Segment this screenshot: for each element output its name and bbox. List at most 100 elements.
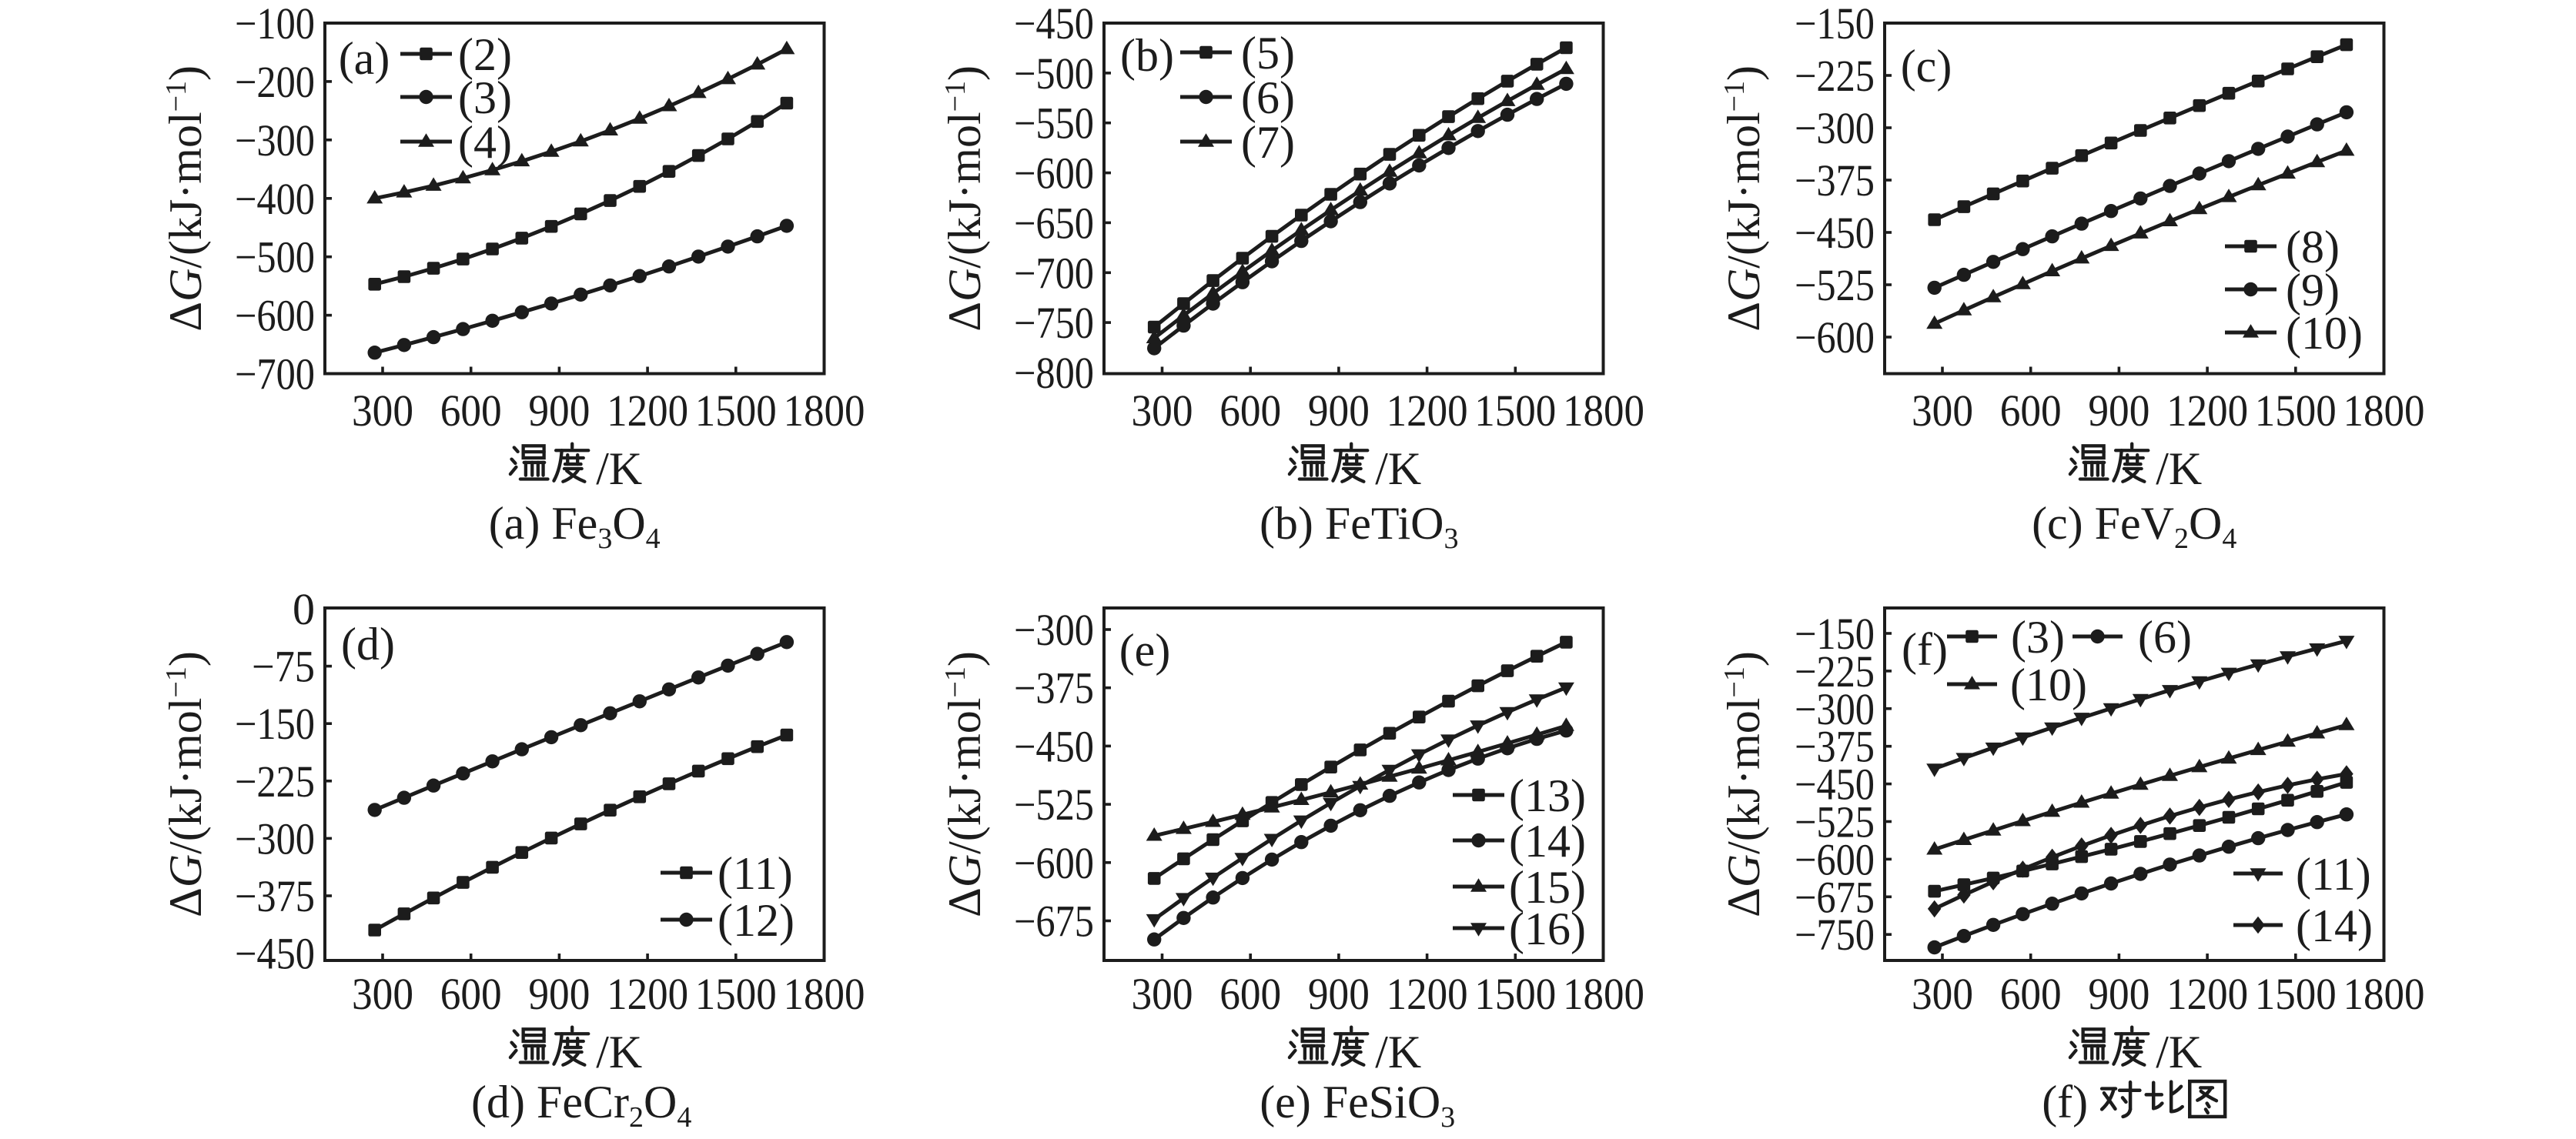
svg-text:0: 0 bbox=[293, 584, 315, 634]
svg-text:(14): (14) bbox=[2296, 900, 2373, 951]
svg-text:900: 900 bbox=[2088, 969, 2149, 1019]
svg-text:(5): (5) bbox=[1241, 28, 1295, 78]
svg-text:−375: −375 bbox=[235, 871, 315, 921]
svg-text:−525: −525 bbox=[1014, 780, 1094, 830]
svg-text:300: 300 bbox=[352, 386, 413, 436]
svg-text:−450: −450 bbox=[1795, 208, 1875, 258]
svg-text:900: 900 bbox=[1308, 386, 1370, 436]
svg-text:−550: −550 bbox=[1014, 99, 1094, 149]
svg-text:(4): (4) bbox=[458, 117, 512, 168]
svg-text:/K: /K bbox=[596, 443, 642, 494]
svg-text:(f): (f) bbox=[1902, 624, 1948, 675]
svg-text:300: 300 bbox=[352, 969, 413, 1019]
svg-text:(11): (11) bbox=[718, 848, 793, 899]
svg-text:(a) Fe3O4: (a) Fe3O4 bbox=[489, 498, 661, 555]
svg-text:900: 900 bbox=[1308, 969, 1370, 1019]
svg-text:−300: −300 bbox=[1795, 103, 1875, 153]
svg-text:1200: 1200 bbox=[2166, 969, 2248, 1019]
svg-text:−225: −225 bbox=[1795, 51, 1875, 101]
svg-text:−800: −800 bbox=[1014, 348, 1094, 398]
svg-text:−75: −75 bbox=[252, 642, 315, 692]
svg-text:900: 900 bbox=[2088, 386, 2149, 436]
svg-text:1200: 1200 bbox=[1387, 386, 1468, 436]
svg-text:(10): (10) bbox=[2010, 660, 2087, 710]
svg-text:−100: −100 bbox=[235, 0, 315, 48]
svg-text:/K: /K bbox=[2156, 1027, 2202, 1077]
svg-text:−450: −450 bbox=[1795, 760, 1875, 810]
svg-text:300: 300 bbox=[1912, 386, 1973, 436]
svg-text:−300: −300 bbox=[235, 115, 315, 165]
svg-text:(d): (d) bbox=[341, 619, 395, 670]
svg-text:−750: −750 bbox=[1795, 910, 1875, 960]
svg-text:−150: −150 bbox=[235, 699, 315, 749]
svg-text:(9): (9) bbox=[2286, 265, 2340, 316]
svg-text:(7): (7) bbox=[1241, 117, 1295, 168]
svg-text:−225: −225 bbox=[1795, 646, 1875, 696]
svg-text:−500: −500 bbox=[235, 232, 315, 282]
svg-text:1800: 1800 bbox=[2343, 969, 2425, 1019]
svg-text:−600: −600 bbox=[1014, 838, 1094, 888]
svg-text:−450: −450 bbox=[1014, 0, 1094, 48]
svg-text:−500: −500 bbox=[1014, 48, 1094, 99]
svg-text:(11): (11) bbox=[2296, 849, 2371, 900]
svg-text:(13): (13) bbox=[1509, 770, 1586, 821]
svg-text:−300: −300 bbox=[235, 813, 315, 863]
svg-text:(6): (6) bbox=[1241, 72, 1295, 123]
svg-text:(e): (e) bbox=[1119, 625, 1171, 676]
svg-text:(d) FeCr2O4: (d) FeCr2O4 bbox=[471, 1077, 691, 1134]
svg-text:(12): (12) bbox=[718, 895, 795, 946]
svg-text:(2): (2) bbox=[458, 29, 512, 80]
svg-text:(e) FeSiO3: (e) FeSiO3 bbox=[1260, 1077, 1455, 1134]
svg-text:−225: −225 bbox=[235, 757, 315, 807]
svg-text:1800: 1800 bbox=[784, 386, 865, 436]
svg-text:−450: −450 bbox=[1014, 721, 1094, 771]
svg-text:1200: 1200 bbox=[2166, 386, 2248, 436]
svg-text:−375: −375 bbox=[1795, 722, 1875, 772]
svg-text:(3): (3) bbox=[2011, 612, 2065, 663]
svg-text:−150: −150 bbox=[1795, 609, 1875, 659]
svg-text:/K: /K bbox=[596, 1027, 642, 1077]
svg-text:1500: 1500 bbox=[695, 969, 777, 1019]
svg-text:600: 600 bbox=[440, 969, 502, 1019]
svg-text:1800: 1800 bbox=[2343, 386, 2425, 436]
svg-text:−450: −450 bbox=[235, 929, 315, 979]
svg-text:1200: 1200 bbox=[607, 386, 688, 436]
svg-text:−375: −375 bbox=[1014, 663, 1094, 713]
svg-text:600: 600 bbox=[1219, 386, 1281, 436]
svg-text:−700: −700 bbox=[1014, 248, 1094, 298]
svg-text:−150: −150 bbox=[1795, 0, 1875, 48]
svg-text:(3): (3) bbox=[458, 72, 512, 123]
svg-text:(8): (8) bbox=[2286, 222, 2340, 272]
svg-text:1200: 1200 bbox=[1387, 969, 1468, 1019]
svg-text:−675: −675 bbox=[1795, 872, 1875, 922]
svg-text:−200: −200 bbox=[235, 57, 315, 107]
svg-text:1500: 1500 bbox=[695, 386, 777, 436]
svg-text:600: 600 bbox=[2000, 386, 2062, 436]
svg-text:−300: −300 bbox=[1795, 684, 1875, 734]
svg-text:(c) FeV2O4: (c) FeV2O4 bbox=[2032, 498, 2236, 555]
svg-text:(14): (14) bbox=[1509, 816, 1586, 867]
svg-text:600: 600 bbox=[2000, 969, 2062, 1019]
svg-text:(15): (15) bbox=[1509, 862, 1586, 913]
svg-text:−600: −600 bbox=[1795, 312, 1875, 362]
svg-text:/K: /K bbox=[2156, 443, 2202, 494]
svg-text:900: 900 bbox=[528, 969, 590, 1019]
svg-text:(a): (a) bbox=[339, 33, 390, 84]
svg-text:600: 600 bbox=[1219, 969, 1281, 1019]
svg-text:−375: −375 bbox=[1795, 155, 1875, 205]
svg-text:(16): (16) bbox=[1509, 904, 1586, 954]
svg-text:(6): (6) bbox=[2138, 612, 2192, 663]
svg-text:(f): (f) bbox=[2042, 1077, 2088, 1127]
svg-text:900: 900 bbox=[528, 386, 590, 436]
svg-text:600: 600 bbox=[440, 386, 502, 436]
svg-text:300: 300 bbox=[1132, 969, 1193, 1019]
svg-text:1500: 1500 bbox=[1474, 386, 1556, 436]
svg-text:−750: −750 bbox=[1014, 298, 1094, 348]
svg-text:/K: /K bbox=[1375, 1027, 1421, 1077]
svg-text:−600: −600 bbox=[235, 291, 315, 341]
svg-text:1200: 1200 bbox=[607, 969, 688, 1019]
svg-text:300: 300 bbox=[1912, 969, 1973, 1019]
svg-text:1800: 1800 bbox=[1563, 386, 1644, 436]
svg-text:−600: −600 bbox=[1014, 149, 1094, 199]
svg-text:−300: −300 bbox=[1014, 605, 1094, 655]
